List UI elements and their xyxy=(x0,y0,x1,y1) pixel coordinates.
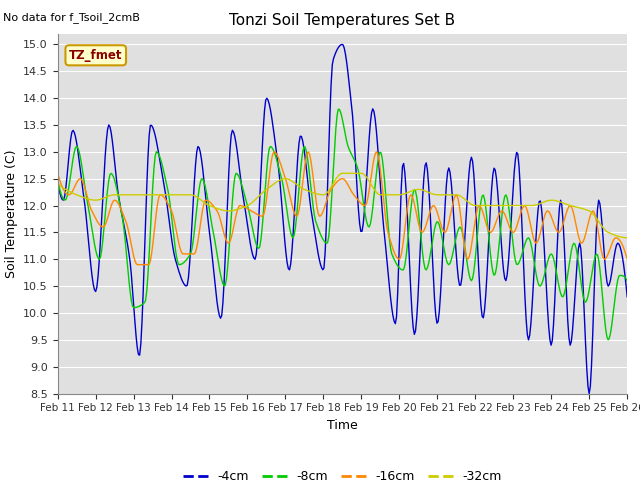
Legend: -4cm, -8cm, -16cm, -32cm: -4cm, -8cm, -16cm, -32cm xyxy=(178,465,507,480)
Y-axis label: Soil Temperature (C): Soil Temperature (C) xyxy=(4,149,17,278)
Title: Tonzi Soil Temperatures Set B: Tonzi Soil Temperatures Set B xyxy=(229,13,456,28)
Text: No data for f_Tsoil_2cmB: No data for f_Tsoil_2cmB xyxy=(3,12,140,23)
X-axis label: Time: Time xyxy=(327,419,358,432)
Text: TZ_fmet: TZ_fmet xyxy=(69,49,122,62)
